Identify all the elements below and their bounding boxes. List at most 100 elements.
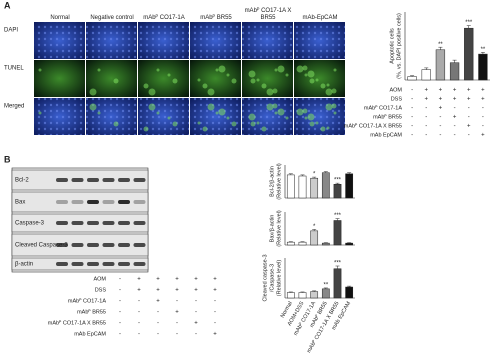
micrograph-texture: [34, 98, 85, 135]
condition-sign: +: [213, 332, 217, 338]
blot-band: [71, 243, 84, 247]
blot-band: [87, 243, 99, 247]
condition-label: mAb EpCAM: [370, 132, 402, 138]
condition-sign: -: [439, 115, 441, 121]
tunel-spot: [302, 108, 308, 114]
condition-sign: +: [453, 97, 457, 103]
condition-sign: -: [138, 332, 140, 338]
tunel-spot: [285, 116, 289, 120]
significance: **: [438, 42, 443, 48]
condition-sign: -: [119, 310, 121, 316]
y-axis-label: (Relative level): [276, 260, 282, 297]
bar: [286, 292, 295, 299]
tunel-spot: [143, 126, 149, 132]
tunel-spot: [333, 68, 337, 72]
y-axis-label: (Relative level): [276, 163, 282, 200]
micrograph: [138, 60, 189, 97]
blot-band: [87, 200, 99, 204]
significance: **: [323, 283, 328, 289]
condition-sign: -: [411, 106, 413, 112]
bar: [286, 241, 295, 246]
condition-label: mAbᴾ CO17-1A: [68, 297, 106, 304]
blot-band: [56, 200, 68, 204]
condition-sign: +: [156, 288, 160, 294]
condition-sign: +: [424, 88, 428, 94]
condition-sign: -: [214, 321, 216, 327]
tunel-spot: [272, 88, 278, 94]
blot-band: [133, 221, 146, 225]
tunel-spot: [325, 103, 333, 111]
tunel-spot: [167, 73, 171, 77]
condition-sign: +: [175, 288, 179, 294]
condition-sign: -: [411, 88, 413, 94]
tunel-spot: [256, 121, 260, 125]
condition-sign: -: [454, 133, 456, 139]
condition-sign: +: [467, 97, 471, 103]
condition-sign: +: [156, 277, 160, 283]
blot-label: Bax: [15, 200, 25, 206]
blot-band: [118, 262, 130, 266]
condition-label: DSS: [391, 96, 403, 102]
condition-sign: -: [425, 133, 427, 139]
blot-label: Cleaved Caspase-3: [15, 243, 68, 249]
blot-band: [87, 178, 99, 182]
condition-sign: -: [214, 310, 216, 316]
tunel-spot: [226, 116, 230, 120]
tunel-spot: [302, 65, 308, 71]
condition-sign: -: [468, 133, 470, 139]
bar: [333, 268, 342, 299]
tunel-spot: [261, 83, 267, 89]
tunel-spot: [148, 103, 156, 111]
bar: [298, 292, 307, 299]
significance: ***: [334, 178, 342, 184]
bar: [286, 174, 295, 199]
significance: ***: [465, 20, 473, 26]
bar: [421, 69, 431, 81]
tunel-spot: [148, 88, 156, 96]
condition-sign: -: [482, 124, 484, 130]
column-header: Negative control: [90, 15, 134, 21]
condition-sign: +: [424, 97, 428, 103]
tunel-spot: [307, 70, 315, 78]
blot-band: [118, 221, 130, 225]
condition-sign: -: [439, 124, 441, 130]
condition-label: mAbᴾ BR55: [77, 308, 106, 315]
blot-band: [102, 221, 115, 225]
tunel-spot: [97, 111, 101, 115]
significance: ***: [334, 261, 342, 267]
y-axis-label: /Caspase-3: [269, 264, 275, 292]
panel-label: A: [4, 0, 11, 10]
condition-sign: -: [195, 332, 197, 338]
tunel-spot: [89, 88, 97, 96]
tunel-spot: [197, 78, 201, 82]
condition-sign: +: [453, 115, 457, 121]
blot-band: [118, 243, 130, 247]
tunel-spot: [197, 121, 201, 125]
tunel-spot: [331, 103, 337, 109]
row-label: DAPI: [4, 28, 18, 34]
tunel-spot: [38, 68, 42, 72]
condition-sign: -: [482, 106, 484, 112]
micrograph-texture: [294, 98, 345, 135]
condition-sign: -: [119, 277, 121, 283]
condition-sign: -: [176, 321, 178, 327]
tunel-spot: [38, 111, 42, 115]
tunel-spot: [172, 121, 178, 127]
column-header: mAb-EpCAM: [302, 15, 338, 21]
condition-label: DSS: [95, 287, 107, 293]
bar: [345, 286, 354, 299]
bar: [464, 27, 474, 81]
blot-band: [118, 200, 130, 204]
condition-label: mAbᴾ CO17-1A: [364, 104, 402, 111]
tunel-spot: [272, 103, 278, 109]
condition-sign: -: [176, 299, 178, 305]
tunel-spot: [113, 121, 119, 127]
condition-sign: -: [411, 133, 413, 139]
bar: [478, 53, 488, 81]
condition-sign: +: [137, 288, 141, 294]
condition-sign: -: [138, 299, 140, 305]
tunel-spot: [248, 113, 256, 121]
tunel-spot: [167, 116, 171, 120]
column-header: mAbᴾ BR55: [200, 15, 232, 21]
condition-sign: -: [425, 124, 427, 130]
